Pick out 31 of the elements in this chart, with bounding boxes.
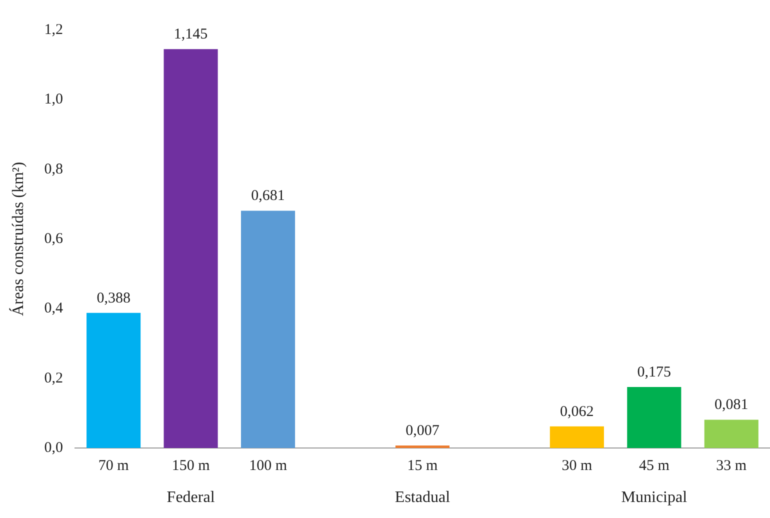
y-tick-label: 0,2: [44, 370, 63, 386]
y-axis-title: Áreas construídas (km²): [8, 162, 27, 316]
y-tick-label: 0,0: [44, 440, 63, 456]
bar: [550, 426, 604, 448]
text: Municipal: [621, 489, 688, 506]
data-label: 0,007: [406, 423, 440, 439]
x-tick-label: 15 m: [407, 458, 438, 474]
text: Estadual: [394, 489, 451, 506]
x-tick-label: 33 m: [716, 458, 747, 474]
data-label: 0,681: [251, 188, 285, 204]
y-tick-label: 0,4: [44, 300, 64, 317]
x-tick-label: 70 m: [98, 458, 130, 474]
x-tick-label: 45 m: [638, 458, 670, 474]
data-label: 1,145: [174, 26, 208, 43]
data-label: 0,388: [96, 290, 130, 306]
x-tick-label: 150 m: [172, 458, 210, 474]
bar: [627, 387, 682, 448]
x-tick-label: 100 m: [249, 458, 288, 474]
data-label: 0,081: [714, 397, 748, 414]
bar: [86, 312, 141, 448]
x-tick-label: 30 m: [562, 458, 592, 474]
y-tick-label: 1,0: [44, 92, 63, 108]
text: Federal: [166, 489, 216, 506]
bar: [240, 210, 296, 448]
data-label: 0,062: [560, 404, 594, 420]
bar: [164, 49, 218, 448]
bar: [704, 420, 758, 448]
data-label: 0,175: [637, 364, 672, 380]
y-tick-label: 1,2: [44, 22, 63, 38]
y-tick-label: 0,6: [44, 230, 64, 247]
y-tick-label: 0,8: [44, 161, 63, 178]
